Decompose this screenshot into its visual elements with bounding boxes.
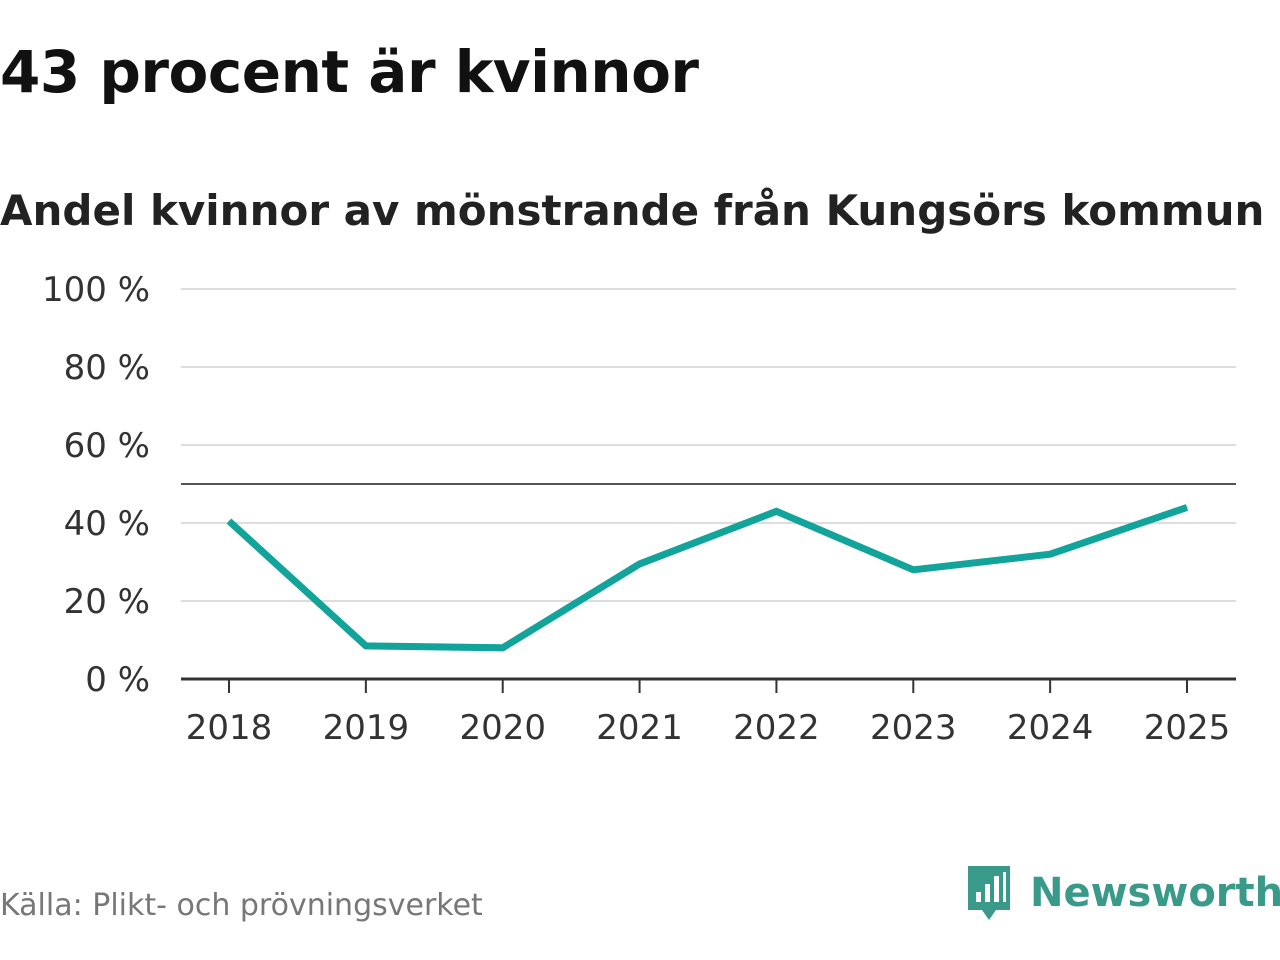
source-note: Källa: Plikt- och prövningsverket xyxy=(0,888,483,923)
data-point xyxy=(228,520,230,522)
x-tick-label: 2021 xyxy=(596,708,683,748)
data-point xyxy=(502,647,504,649)
chart-subtitle: Andel kvinnor av mönstrande från Kungsör… xyxy=(0,186,1265,235)
grid-lines xyxy=(181,288,1236,602)
y-axis-ticks: 0 % 20 % 40 % 60 % 80 % 100 % xyxy=(42,270,150,700)
x-tick-label: 2024 xyxy=(1007,708,1094,748)
chart-title: 43 procent är kvinnor xyxy=(0,38,699,106)
x-tick-label: 2022 xyxy=(733,708,820,748)
data-point xyxy=(365,645,367,647)
y-tick-label: 80 % xyxy=(64,348,150,388)
brand-name: Newsworthy xyxy=(1030,870,1280,916)
x-tick-label: 2025 xyxy=(1144,708,1231,748)
y-tick-label: 40 % xyxy=(64,504,150,544)
data-point xyxy=(912,569,914,571)
x-tick-label: 2023 xyxy=(870,708,957,748)
x-tick-label: 2020 xyxy=(459,708,546,748)
x-tick-label: 2018 xyxy=(186,708,273,748)
x-tick-label: 2019 xyxy=(323,708,410,748)
data-point xyxy=(639,563,641,565)
y-tick-label: 0 % xyxy=(85,660,150,700)
data-point xyxy=(1049,553,1051,555)
x-axis-ticks: 2018 2019 2020 2021 2022 2023 2024 2025 xyxy=(181,677,1236,748)
data-point xyxy=(1186,506,1188,508)
y-tick-label: 100 % xyxy=(42,270,150,310)
newsworthy-logo-icon xyxy=(968,866,1010,920)
data-point xyxy=(775,510,777,512)
y-tick-label: 20 % xyxy=(64,582,150,622)
series-line-0 xyxy=(226,504,1189,652)
series-layer xyxy=(226,504,1189,652)
brand-logo: Newsworthy xyxy=(964,862,1280,924)
y-tick-label: 60 % xyxy=(64,426,150,466)
